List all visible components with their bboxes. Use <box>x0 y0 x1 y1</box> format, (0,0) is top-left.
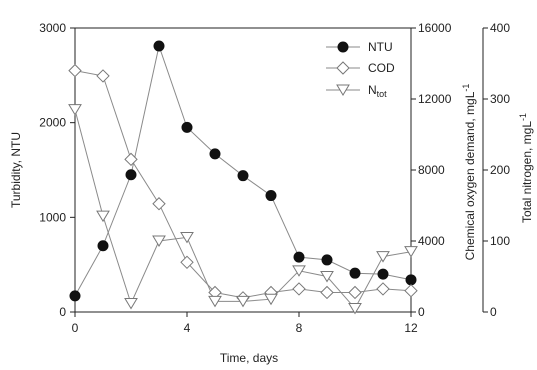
point-nitrogen-11 <box>376 251 390 263</box>
legend-label-nitrogen: Ntot <box>368 83 387 99</box>
legend-marker-ntu <box>337 41 349 53</box>
point-nitrogen-10 <box>348 302 362 315</box>
series-line-nitrogen <box>74 109 412 310</box>
cod-tick-label-4: 16000 <box>418 21 452 35</box>
point-cod-3 <box>152 197 166 211</box>
legend-label-nitrogen-main: N <box>368 83 377 97</box>
point-nitrogen-12 <box>404 246 418 258</box>
x-tick-label-2: 8 <box>296 321 303 335</box>
nitrogen-axis-title: Total nitrogen, mgL-1 <box>518 113 534 223</box>
point-ntu-3 <box>153 40 165 52</box>
cod-axis-title-main: Chemical oxygen demand, mgL <box>463 91 477 260</box>
left-tick-label-2: 2000 <box>39 116 66 130</box>
legend-label-cod: COD <box>368 61 395 75</box>
cod-tick-label-1: 4000 <box>418 234 445 248</box>
legend-label-ntu: NTU <box>368 40 393 54</box>
x-tick-label-0: 0 <box>72 321 79 335</box>
x-tick-label-1: 4 <box>184 321 191 335</box>
legend-entry-nitrogen: Ntot <box>326 83 387 99</box>
point-nitrogen-8 <box>292 265 306 277</box>
x-tick-label-3: 12 <box>404 321 418 335</box>
x-axis-title: Time, days <box>220 351 278 365</box>
cod-axis-title-sup: -1 <box>461 84 471 92</box>
point-cod-1 <box>96 69 110 83</box>
left-tick-label-3: 3000 <box>39 21 66 35</box>
point-nitrogen-3 <box>152 235 166 247</box>
point-nitrogen-1 <box>96 210 110 223</box>
nitrogen-axis-title-main: Total nitrogen, mgL <box>520 121 534 223</box>
point-nitrogen-2 <box>124 297 138 310</box>
legend: NTU COD Ntot <box>326 40 395 99</box>
point-ntu-7 <box>265 190 277 202</box>
point-ntu-8 <box>293 251 305 263</box>
cod-axis-title: Chemical oxygen demand, mgL-1 <box>461 84 477 261</box>
nitrogen-tick-label-4: 400 <box>490 21 510 35</box>
legend-label-nitrogen-sub: tot <box>377 89 388 99</box>
left-axis-title: Turbidity, NTU <box>9 132 23 208</box>
point-nitrogen-9 <box>320 271 334 283</box>
point-nitrogen-4 <box>180 231 194 244</box>
point-ntu-6 <box>237 170 249 182</box>
data-markers <box>68 40 418 315</box>
point-nitrogen-7 <box>264 293 278 306</box>
legend-marker-cod <box>336 61 350 75</box>
legend-marker-nitrogen <box>336 84 350 96</box>
nitrogen-tick-label-1: 100 <box>490 234 510 248</box>
point-cod-9 <box>320 285 334 300</box>
point-cod-8 <box>292 282 306 296</box>
series-line-cod <box>74 70 412 299</box>
left-tick-label-1: 1000 <box>39 210 66 224</box>
legend-entry-ntu: NTU <box>326 40 393 54</box>
legend-entry-cod: COD <box>326 61 395 75</box>
point-ntu-12 <box>405 274 417 286</box>
tick-marks <box>70 27 488 317</box>
nitrogen-axis-title-sup: -1 <box>518 113 528 121</box>
point-nitrogen-0 <box>68 104 82 116</box>
cod-tick-label-2: 8000 <box>418 163 445 177</box>
cod-tick-label-0: 0 <box>418 305 425 319</box>
point-ntu-11 <box>377 268 389 280</box>
point-ntu-1 <box>97 240 109 252</box>
point-ntu-4 <box>181 121 193 133</box>
point-cod-0 <box>68 63 82 78</box>
point-ntu-5 <box>209 148 221 160</box>
point-nitrogen-5 <box>208 295 222 308</box>
point-ntu-10 <box>349 267 361 279</box>
point-ntu-9 <box>321 254 333 266</box>
point-cod-11 <box>376 282 390 296</box>
nitrogen-tick-label-0: 0 <box>490 305 497 319</box>
cod-tick-label-3: 12000 <box>418 92 452 106</box>
left-tick-label-0: 0 <box>59 305 66 319</box>
point-nitrogen-6 <box>236 295 250 308</box>
nitrogen-tick-label-3: 300 <box>490 92 510 106</box>
point-cod-4 <box>180 255 194 270</box>
nitrogen-tick-label-2: 200 <box>490 163 510 177</box>
tick-labels: 0 4 8 1201000200030000400080001200016000010… <box>39 21 510 335</box>
point-cod-2 <box>124 152 138 167</box>
point-cod-10 <box>348 285 362 300</box>
point-cod-12 <box>404 283 418 298</box>
point-ntu-0 <box>69 290 81 302</box>
point-ntu-2 <box>125 169 137 181</box>
